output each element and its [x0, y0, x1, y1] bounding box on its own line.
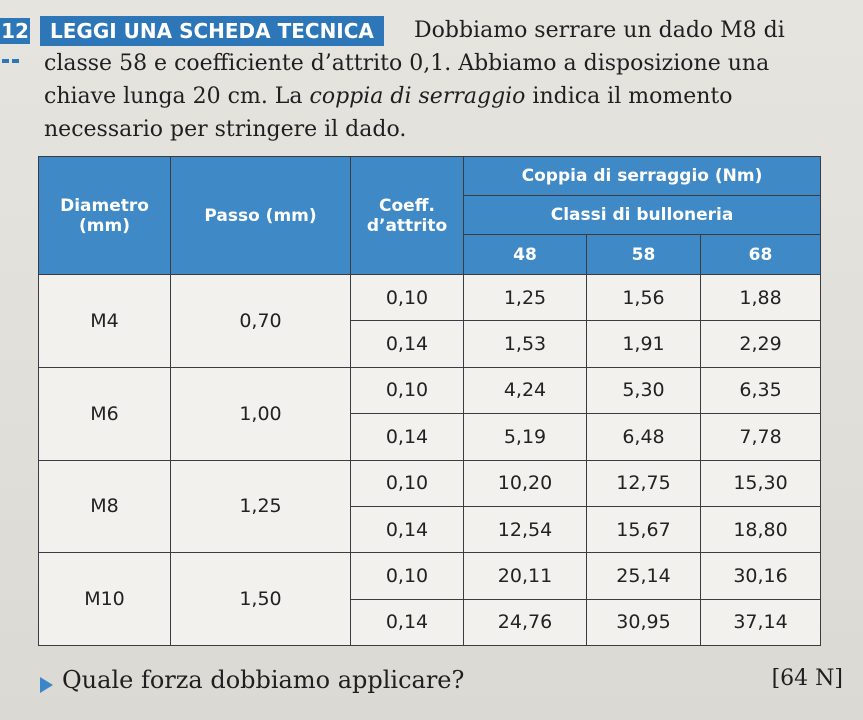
cell-diametro: M6	[38, 366, 171, 461]
table-row: M4 0,70 0,10 1,25 1,56 1,88	[38, 273, 822, 368]
cell-c58: 1,56	[586, 273, 701, 322]
cell-coeff: 0,10	[350, 273, 464, 322]
header-class-68: 68	[699, 234, 822, 275]
cell-passo: 1,50	[170, 552, 351, 646]
cell-c48: 24,76	[463, 598, 587, 647]
header-coeff: Coeff. d’attrito	[350, 156, 464, 275]
cell-passo: 1,00	[170, 366, 351, 461]
cell-c68: 18,80	[699, 505, 822, 554]
cell-coeff: 0,14	[350, 413, 464, 461]
cell-coeff: 0,14	[350, 320, 464, 368]
header-classi: Classi di bulloneria	[462, 195, 822, 235]
cell-c68: 37,14	[699, 598, 822, 647]
table-row: M10 1,50 0,10 20,11 25,14 30,16	[38, 552, 822, 646]
cell-c48: 1,25	[463, 273, 587, 322]
cell-c68: 15,30	[699, 459, 822, 507]
cell-c58: 15,67	[586, 505, 701, 554]
cell-coeff: 0,10	[350, 366, 464, 415]
cell-coeff: 0,10	[350, 552, 464, 600]
table-row: 0,14 5,19 6,48 7,78	[39, 413, 822, 461]
cell-c58: 12,75	[586, 459, 701, 507]
cell-c68: 1,88	[699, 273, 822, 322]
cell-c58: 30,95	[586, 598, 701, 647]
table-row: M6 1,00 0,10 4,24 5,30 6,35	[38, 366, 822, 461]
cell-diametro: M4	[38, 274, 171, 368]
answer-text: [64 N]	[771, 666, 843, 691]
header-class-48: 48	[463, 234, 587, 275]
table-row: 0,14 24,76 30,95 37,14	[39, 598, 822, 647]
exercise-text: Dobbiamo serrare un dado M8 di classe 58…	[44, 14, 844, 146]
intro-text-1: Dobbiamo serrare un dado M8 di classe 58…	[44, 18, 785, 109]
exercise-tag: LEGGI UNA SCHEDA TECNICA	[40, 16, 384, 46]
cell-c48: 12,54	[463, 505, 587, 554]
question-text: Quale forza dobbiamo applicare?	[62, 666, 465, 694]
cell-c68: 30,16	[699, 552, 822, 600]
cell-c48: 5,19	[463, 413, 587, 461]
cell-coeff: 0,14	[350, 505, 464, 554]
header-coppia: Coppia di serraggio (Nm)	[462, 156, 822, 196]
cell-c58: 25,14	[586, 552, 701, 600]
cell-c58: 1,91	[586, 320, 701, 368]
cell-diametro: M8	[38, 459, 171, 554]
intro-emphasis: coppia di serraggio	[309, 84, 526, 109]
exercise-number: 12	[0, 18, 30, 44]
cell-coeff: 0,10	[350, 459, 464, 507]
cell-passo: 0,70	[170, 274, 351, 368]
cell-c58: 6,48	[586, 413, 701, 461]
triangle-bullet-icon	[40, 677, 53, 693]
cell-c68: 7,78	[699, 413, 822, 461]
decorative-dashes	[2, 48, 22, 67]
intro-text-2: indica il momento necessario per stringe…	[44, 84, 733, 142]
cell-c48: 1,53	[463, 320, 587, 368]
cell-c48: 10,20	[463, 459, 587, 507]
cell-c68: 6,35	[699, 366, 822, 415]
header-diametro: Diametro (mm)	[38, 156, 171, 275]
cell-c48: 20,11	[463, 552, 587, 600]
table-row: 0,14 12,54 15,67 18,80	[39, 505, 822, 554]
table-row: M8 1,25 0,10 10,20 12,75 15,30	[38, 459, 822, 554]
table-row: 0,14 1,53 1,91 2,29	[39, 320, 822, 368]
cell-c68: 2,29	[699, 320, 822, 368]
cell-passo: 1,25	[170, 459, 351, 554]
cell-c58: 5,30	[586, 366, 701, 415]
tightening-torque-table: Diametro (mm) Passo (mm) Coeff. d’attrit…	[38, 156, 822, 647]
header-class-58: 58	[586, 234, 701, 275]
cell-c48: 4,24	[463, 366, 587, 415]
cell-coeff: 0,14	[350, 598, 464, 647]
cell-diametro: M10	[38, 552, 171, 646]
header-passo: Passo (mm)	[170, 156, 351, 275]
